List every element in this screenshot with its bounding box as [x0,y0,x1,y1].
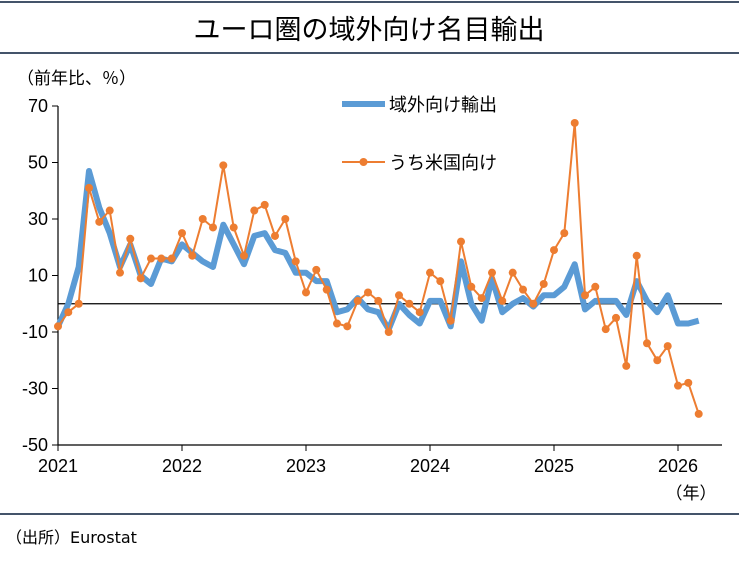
series-point-us [209,223,217,232]
series-point-us [74,299,83,308]
series-point-us [498,296,507,305]
series-point-us [343,322,352,331]
series-point-us [415,308,424,317]
y-tick-label: -10 [22,322,48,342]
series-point-us [529,299,538,308]
series-point-us [467,282,476,291]
series-point-us [612,313,620,322]
series-point-us [643,339,651,348]
series-point-us [539,279,548,288]
series-point-us [333,319,341,328]
series-point-us [632,251,641,260]
legend-marker-us [359,158,368,166]
series-point-us [581,291,589,300]
series-point-us [312,265,321,274]
x-tick-label: 2021 [38,456,78,476]
series-point-us [136,274,145,283]
series-point-us [694,409,703,418]
series-point-us [157,254,166,263]
series-point-us [601,325,610,334]
series-point-us [653,356,662,365]
series-point-us [488,268,496,277]
series-point-us [436,277,445,286]
y-tick-label: -50 [22,435,48,455]
series-point-us [116,268,124,277]
series-point-us [64,308,73,317]
series-point-us [219,161,228,170]
series-point-us [550,246,558,255]
y-tick-label: -30 [22,379,48,399]
series-point-us [457,237,465,246]
series-point-us [508,268,517,277]
series-point-us [250,206,259,215]
chart-title: ユーロ圏の域外向け名目輸出 [194,15,545,46]
x-tick-label: 2022 [162,456,202,476]
y-axis-ticks: 70 50 30 10 -10 -30 -50 [22,96,58,455]
series-point-us [446,316,455,325]
series-point-us [353,296,362,305]
series-point-us [85,183,93,192]
x-tick-label: 2025 [534,456,574,476]
series-point-us [405,299,414,308]
series-point-us [663,342,672,351]
x-tick-label: 2026 [658,456,698,476]
series-point-us [674,381,682,390]
series-point-us [178,229,186,238]
series-point-us [364,288,372,297]
series-point-us [167,254,176,263]
series-point-us [684,378,693,387]
series-point-us [260,200,269,209]
series-point-us [126,234,135,243]
y-tick-label: 50 [28,153,48,173]
series-line-extra-eu [55,168,700,333]
x-tick-label: 2023 [286,456,326,476]
source-note: （出所）Eurostat [6,528,137,547]
series-point-us [395,291,403,300]
series-layer [54,118,703,418]
series-point-us [426,268,434,277]
x-axis-unit-label: （年） [666,484,717,504]
series-point-us [281,215,290,223]
series-point-us [591,282,600,291]
series-point-us [291,257,300,266]
series-point-us [384,328,393,336]
series-point-us [271,231,279,240]
legend-label-us: うち米国向け [389,153,497,174]
series-point-us [302,288,310,297]
legend: 域外向け輸出 うち米国向け [342,95,497,174]
series-point-us [105,206,114,215]
y-tick-label: 30 [28,209,48,229]
series-point-us [322,285,331,294]
series-point-us [560,229,569,238]
legend-label-extra-eu: 域外向け輸出 [389,95,497,116]
series-point-us [54,322,62,331]
series-point-us [240,251,248,260]
x-axis-ticks: 2021 2022 2023 2024 2025 2026 [38,445,698,476]
series-point-us [188,251,197,260]
y-axis-unit-label: （前年比、％） [17,69,136,89]
series-point-us [147,254,155,263]
series-point-us [622,361,631,370]
y-tick-label: 70 [28,96,48,116]
series-point-us [519,285,527,294]
y-tick-label: 10 [28,266,48,286]
x-tick-label: 2024 [410,456,450,476]
series-point-us [477,294,486,303]
series-point-us [95,217,104,226]
series-point-us [570,118,579,127]
series-point-us [229,223,238,232]
series-point-us [374,296,383,305]
series-point-us [198,215,207,223]
